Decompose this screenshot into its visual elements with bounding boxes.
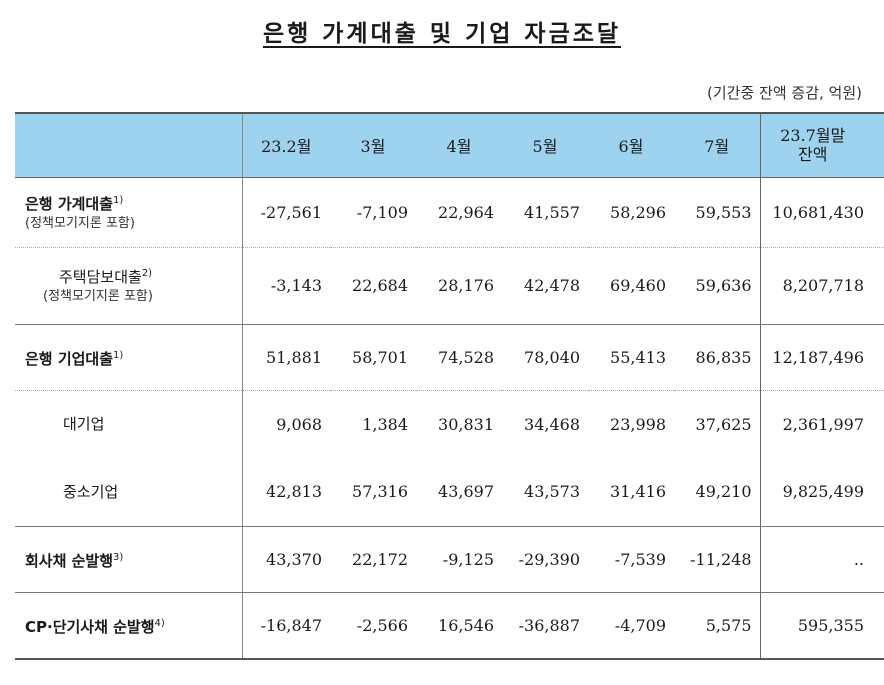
cell-value: -7,539 xyxy=(588,526,674,593)
cell-value: 74,528 xyxy=(416,324,502,391)
row-label-sub: (정책모기지론 포함) xyxy=(43,289,153,304)
cell-value: 58,701 xyxy=(330,324,416,391)
cell-value: 9,068 xyxy=(276,414,322,434)
cell-value: -11,248 xyxy=(674,526,760,593)
cell-value: -9,125 xyxy=(416,526,502,593)
row-label-main: 주택담보대출 xyxy=(59,268,142,286)
cell-value: -2,566 xyxy=(330,592,416,660)
cell-value: 86,835 xyxy=(674,324,760,391)
cell-value: -3,143 xyxy=(242,247,330,325)
row-label-main: 은행 가계대출 xyxy=(25,194,114,213)
cell-value: 37,625 xyxy=(695,414,752,434)
row-label: 주택담보대출2) (정책모기지론 포함) xyxy=(15,247,243,325)
footnote-mark: 3) xyxy=(113,551,124,563)
cell-value: 43,573 xyxy=(502,458,588,527)
row-label-main: 대기업 xyxy=(63,415,105,434)
cell-value: 57,316 xyxy=(330,458,416,527)
row-label: 회사채 순발행3) xyxy=(15,526,243,593)
cell-value: 34,468 xyxy=(524,414,580,434)
header-balance-line2: 잔액 xyxy=(798,145,828,165)
cell-value: -16,847 xyxy=(242,592,330,660)
header-balance-line1: 23.7월말 xyxy=(780,126,846,146)
header-col: 7월 xyxy=(674,112,760,178)
cell-balance: 595,355 xyxy=(759,592,884,660)
row-label-main: CP·단기사채 순발행 xyxy=(25,617,155,636)
row-label: 은행 기업대출1) xyxy=(15,324,243,391)
page-title: 은행 가계대출 및 기업 자금조달 xyxy=(262,21,622,47)
row-label-sub: (정책모기지론 포함) xyxy=(25,215,135,231)
header-col: 6월 xyxy=(588,112,674,178)
row-label-main: 회사채 순발행 xyxy=(25,551,114,570)
table-row: 은행 기업대출1) 51,881 58,701 74,528 78,040 55… xyxy=(15,324,884,391)
table-row: 은행 가계대출1) (정책모기지론 포함) -27,561 -7,109 22,… xyxy=(15,177,884,248)
cell-balance: 2,361,997 xyxy=(759,390,884,458)
cell-value: 59,636 xyxy=(674,247,760,325)
cell-value: 16,546 xyxy=(416,592,502,660)
footnote-mark: 1) xyxy=(113,349,124,361)
cell-value: 22,684 xyxy=(330,247,416,325)
cell-value: 22,172 xyxy=(330,526,416,593)
cell-value: 30,831 xyxy=(438,414,494,434)
cell-value: 28,176 xyxy=(416,247,502,325)
row-label: 대기업 xyxy=(15,390,243,458)
row-label: 은행 가계대출1) (정책모기지론 포함) xyxy=(15,177,243,248)
cell-value: 5,575 xyxy=(674,592,760,660)
header-corner xyxy=(15,112,243,178)
cell-value: 43,370 xyxy=(242,526,330,593)
cell-value: -7,109 xyxy=(330,177,416,248)
cell-value: 23,998 xyxy=(610,414,666,434)
cell-value: 51,881 xyxy=(242,324,330,391)
table-row: CP·단기사채 순발행4) -16,847 -2,566 16,546 -36,… xyxy=(15,592,884,660)
cell-value: 41,557 xyxy=(502,177,588,248)
row-label: 중소기업 xyxy=(15,458,243,527)
footnote-mark: 4) xyxy=(154,617,165,629)
table-row: 주택담보대출2) (정책모기지론 포함) -3,143 22,684 28,17… xyxy=(15,247,884,325)
cell-value: 1,384 xyxy=(362,414,408,434)
cell-value: -29,390 xyxy=(502,526,588,593)
cell-value: 42,813 xyxy=(242,458,330,527)
cell-value: 69,460 xyxy=(588,247,674,325)
loan-table: 23.2월 3월 4월 5월 6월 7월 23.7월말 잔액 은행 가계대출1)… xyxy=(15,112,884,660)
footnote-mark: 2) xyxy=(141,268,153,279)
header-col: 4월 xyxy=(416,112,502,178)
cell-value: 59,553 xyxy=(674,177,760,248)
cell-value: -36,887 xyxy=(502,592,588,660)
cell-value: 49,210 xyxy=(674,458,760,527)
cell-value: -4,709 xyxy=(588,592,674,660)
table-row: 대기업 9,068 1,384 30,831 34,468 23,998 37,… xyxy=(15,390,884,458)
cell-balance: 8,207,718 xyxy=(759,247,884,325)
cell-balance: 10,681,430 xyxy=(759,177,884,248)
row-label-main: 은행 기업대출 xyxy=(25,349,114,368)
header-col: 23.2월 xyxy=(242,112,330,178)
cell-balance: .. xyxy=(759,526,884,593)
header-col: 3월 xyxy=(330,112,416,178)
cell-value: 42,478 xyxy=(502,247,588,325)
cell-value: 43,697 xyxy=(416,458,502,527)
cell-value: 55,413 xyxy=(588,324,674,391)
header-col: 5월 xyxy=(502,112,588,178)
cell-value: 78,040 xyxy=(502,324,588,391)
cell-balance: 12,187,496 xyxy=(759,324,884,391)
table-row: 회사채 순발행3) 43,370 22,172 -9,125 -29,390 -… xyxy=(15,526,884,593)
cell-value: -27,561 xyxy=(242,177,330,248)
row-label: CP·단기사채 순발행4) xyxy=(15,592,243,660)
table-row: 중소기업 42,813 57,316 43,697 43,573 31,416 … xyxy=(15,458,884,527)
unit-note: (기간중 잔액 증감, 억원) xyxy=(707,84,862,102)
cell-value: 31,416 xyxy=(588,458,674,527)
cell-value: 22,964 xyxy=(416,177,502,248)
header-balance: 23.7월말 잔액 xyxy=(759,112,884,178)
header-row: 23.2월 3월 4월 5월 6월 7월 23.7월말 잔액 xyxy=(15,112,884,178)
cell-balance: 9,825,499 xyxy=(759,458,884,527)
footnote-mark: 1) xyxy=(113,194,124,206)
row-label-main: 중소기업 xyxy=(63,482,119,501)
cell-value: 58,296 xyxy=(588,177,674,248)
